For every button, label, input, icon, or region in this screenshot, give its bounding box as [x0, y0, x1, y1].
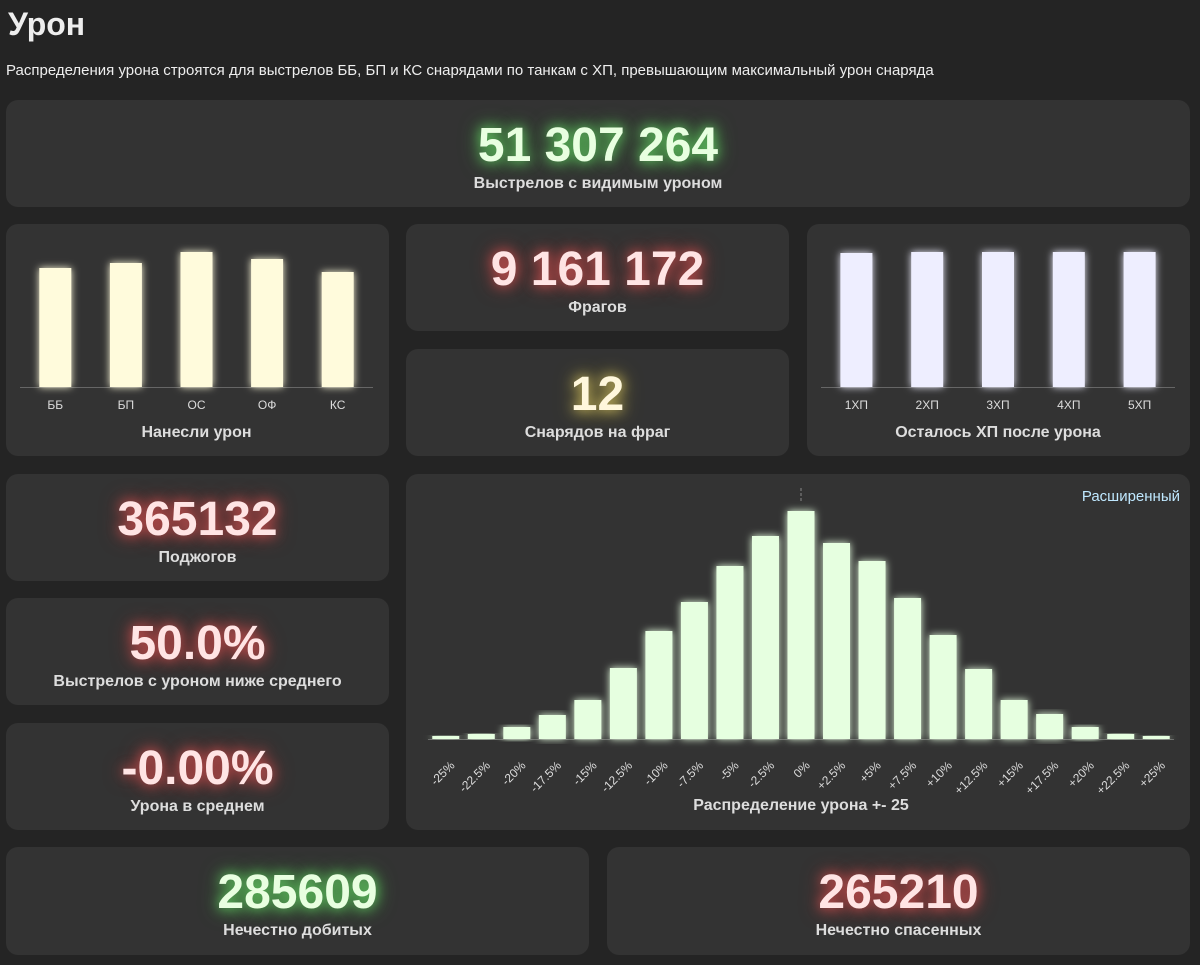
stat-panel: 285609 Нечестно добитых: [6, 847, 589, 955]
x-tick-label: 5ХП: [1128, 398, 1151, 412]
bar: [894, 598, 922, 739]
x-tick-label: 2ХП: [916, 398, 939, 412]
stat-value: 50.0%: [129, 617, 266, 670]
stat-label: Урона в среднем: [130, 798, 265, 815]
stat-panel: 9 161 172 Фрагов: [406, 224, 789, 331]
bar: [858, 561, 886, 739]
x-tick-label: +17.5%: [1023, 758, 1062, 797]
bar: [645, 631, 673, 739]
stat-panel: 12 Снарядов на фраг: [406, 349, 789, 456]
stat-value: 51 307 264: [477, 119, 719, 172]
chart-title: Нанесли урон: [141, 424, 251, 441]
bar: [929, 635, 957, 739]
x-tick-label: +25%: [1136, 758, 1168, 790]
x-tick-label: ББ: [47, 398, 63, 412]
x-tick-label: ОФ: [258, 398, 276, 412]
bar: [1036, 714, 1064, 739]
bar: [1142, 736, 1170, 739]
stat-value: 265210: [818, 866, 979, 919]
stat-label: Выстрелов с видимым уроном: [473, 175, 723, 192]
x-tick-label: +5%: [857, 758, 884, 785]
stat-value: 9 161 172: [490, 243, 705, 296]
stat-label: Снарядов на фраг: [524, 424, 671, 441]
bar: [751, 536, 779, 739]
stat-value: 365132: [117, 493, 278, 546]
bar: [467, 734, 495, 739]
bar: [982, 252, 1014, 387]
bar: [840, 253, 873, 387]
stat-label: Фрагов: [568, 299, 627, 316]
bar: [321, 272, 354, 387]
stat-panel: 50.0% Выстрелов с уроном ниже среднего: [6, 598, 389, 705]
x-tick-label: +12.5%: [951, 758, 990, 797]
bar: [680, 602, 708, 739]
bar: [109, 263, 142, 387]
bar: [180, 252, 213, 387]
chart-title: Распределение урона +- 25: [693, 797, 909, 814]
stat-value: -0.00%: [121, 742, 274, 795]
bar: [911, 252, 944, 387]
x-tick-label: -20%: [499, 758, 529, 788]
bar: [1071, 727, 1099, 739]
bar: [251, 259, 284, 387]
bar: [823, 543, 851, 739]
stat-label: Выстрелов с уроном ниже среднего: [53, 673, 342, 690]
x-tick-label: КС: [330, 398, 346, 412]
x-tick-label: +15%: [994, 758, 1026, 790]
x-tick-label: -5%: [717, 758, 742, 783]
stat-panel: 51 307 264 Выстрелов с видимым уроном: [6, 100, 1190, 207]
bar: [716, 566, 744, 739]
bar: [965, 669, 993, 739]
stat-label: Нечестно спасенных: [815, 922, 982, 939]
x-tick-label: ОС: [188, 398, 206, 412]
x-tick-label: БП: [118, 398, 135, 412]
x-tick-label: -2.5%: [745, 758, 777, 790]
title: Урон: [8, 6, 86, 42]
x-tick-label: -25%: [428, 758, 458, 788]
stat-value: 12: [570, 368, 625, 421]
x-tick-label: +20%: [1065, 758, 1097, 790]
bar: [787, 511, 815, 739]
bar: [39, 268, 72, 387]
x-tick-label: 3ХП: [986, 398, 1009, 412]
x-tick-label: 4ХП: [1057, 398, 1080, 412]
bar: [432, 736, 460, 739]
stat-value: 285609: [217, 866, 378, 919]
bar: [1052, 252, 1085, 387]
stat-label: Поджогов: [158, 549, 237, 566]
x-tick-label: +2.5%: [814, 758, 848, 792]
extended-link[interactable]: Расширенный: [1081, 488, 1180, 505]
x-tick-label: 0%: [791, 758, 813, 780]
x-tick-label: 1ХП: [845, 398, 868, 412]
x-tick-label: -7.5%: [674, 758, 706, 790]
bar: [609, 668, 637, 739]
x-tick-label: +22.5%: [1094, 758, 1133, 797]
x-tick-label: -17.5%: [527, 758, 564, 795]
x-tick-label: -22.5%: [456, 758, 493, 795]
x-tick-label: -10%: [641, 758, 671, 788]
bar: [574, 700, 602, 739]
bar: [503, 727, 531, 739]
bar: [1000, 700, 1028, 739]
stat-panel: -0.00% Урона в среднем: [6, 723, 389, 830]
x-tick-label: -12.5%: [598, 758, 635, 795]
subtitle: Распределения урона строятся для выстрел…: [6, 62, 934, 79]
bar: [1123, 252, 1156, 387]
stat-panel: 265210 Нечестно спасенных: [607, 847, 1190, 955]
chart-title: Осталось ХП после урона: [895, 424, 1101, 441]
bar: [1107, 734, 1135, 739]
stat-label: Нечестно добитых: [223, 922, 372, 939]
x-tick-label: +10%: [923, 758, 955, 790]
x-tick-label: -15%: [570, 758, 600, 788]
x-tick-label: +7.5%: [885, 758, 919, 792]
stat-panel: 365132 Поджогов: [6, 474, 389, 581]
bar: [538, 715, 566, 739]
